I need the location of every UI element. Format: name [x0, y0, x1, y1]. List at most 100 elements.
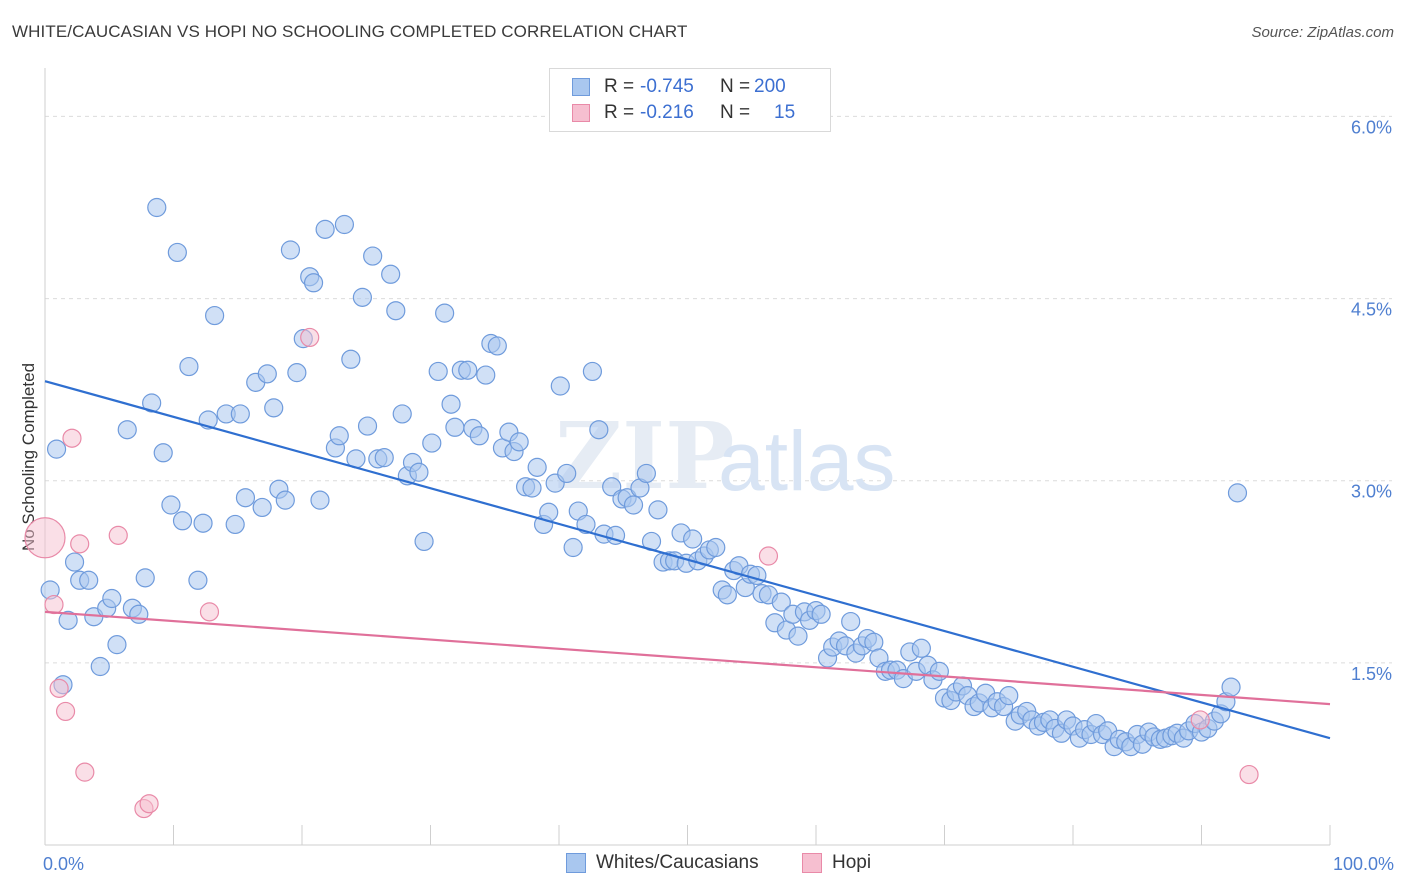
series-whites-points: [40, 197, 1248, 757]
data-point-whites: [999, 686, 1019, 706]
data-point-whites: [527, 457, 547, 477]
data-point-whites: [46, 439, 67, 459]
data-point-whites: [1221, 677, 1241, 697]
data-point-whites: [303, 273, 324, 293]
data-point-hopi: [62, 428, 82, 448]
data-point-whites: [469, 426, 489, 446]
data-point-whites: [329, 426, 349, 446]
legend-row-hopi: R = -0.216 N = 15: [572, 101, 795, 125]
data-point-whites: [414, 531, 434, 552]
legend-swatch-hopi: [572, 104, 590, 122]
data-point-whites: [147, 197, 167, 218]
data-point-hopi: [75, 762, 95, 782]
data-point-whites: [129, 604, 149, 624]
bottom-legend-swatch-hopi: [802, 853, 822, 873]
data-point-whites: [79, 570, 99, 590]
data-point-whites: [386, 301, 406, 321]
data-point-whites: [257, 364, 277, 384]
data-point-whites: [153, 443, 173, 463]
data-point-whites: [648, 500, 668, 520]
data-point-whites: [188, 570, 208, 590]
data-point-whites: [275, 490, 295, 510]
legend-n-value: 15: [774, 102, 796, 123]
x-tick-label: 0.0%: [43, 854, 84, 874]
data-point-whites: [363, 246, 383, 266]
data-point-whites: [788, 626, 808, 646]
legend-r-value: -0.745: [640, 76, 694, 97]
data-point-hopi: [108, 525, 128, 545]
data-point-whites: [841, 611, 861, 632]
bottom-legend-label-hopi: Hopi: [832, 852, 872, 873]
data-point-whites: [315, 219, 335, 239]
x-tick-label: 100.0%: [1333, 854, 1394, 874]
data-point-whites: [550, 376, 570, 396]
data-point-hopi: [199, 602, 220, 622]
watermark-atlas: atlas: [718, 414, 895, 508]
data-point-whites: [623, 495, 644, 515]
data-point-whites: [509, 432, 529, 452]
data-point-whites: [205, 305, 225, 326]
legend-row-whites: R = -0.745 N = 200: [572, 75, 786, 99]
data-point-whites: [341, 349, 361, 369]
data-point-whites: [636, 463, 656, 484]
data-point-hopi: [300, 327, 320, 348]
y-tick-label: 6.0%: [1351, 117, 1392, 137]
y-tick-label: 3.0%: [1351, 482, 1392, 502]
tick-labels: 1.5% 3.0% 4.5% 6.0% 0.0% 100.0%: [43, 117, 1394, 874]
data-point-whites: [193, 513, 213, 533]
data-point-whites: [161, 495, 181, 515]
data-point-whites: [422, 433, 442, 453]
trend-lines: [44, 380, 1331, 740]
data-point-hopi: [24, 517, 66, 559]
legend: R = -0.745 N = 200 R = -0.216 N = 15: [549, 68, 831, 132]
data-point-whites: [409, 462, 429, 482]
bottom-legend-label-whites: Whites/Caucasians: [596, 852, 759, 873]
legend-swatch-whites: [572, 78, 590, 96]
data-point-whites: [476, 365, 496, 385]
data-point-whites: [929, 661, 949, 681]
data-point-whites: [717, 585, 737, 605]
data-point-hopi: [758, 546, 779, 566]
data-point-hopi: [44, 594, 64, 615]
legend-r-value: -0.216: [640, 102, 694, 123]
trend-line-hopi: [44, 610, 1331, 706]
data-point-whites: [582, 361, 603, 382]
data-point-whites: [352, 287, 372, 307]
data-point-whites: [230, 404, 250, 424]
data-point-whites: [264, 398, 284, 418]
bottom-legend-hopi: Hopi: [802, 852, 871, 874]
data-point-whites: [135, 568, 155, 588]
data-point-whites: [458, 360, 478, 380]
series-hopi-points: [24, 327, 1259, 819]
bottom-legend: Whites/Caucasians Hopi: [0, 852, 1406, 878]
data-point-whites: [445, 417, 465, 437]
data-point-whites: [381, 264, 401, 284]
y-axis-label: No Schooling Completed: [19, 363, 38, 551]
data-point-hopi: [55, 701, 76, 722]
data-point-whites: [117, 420, 137, 440]
data-point-whites: [435, 303, 455, 323]
data-point-whites: [589, 420, 609, 440]
data-point-whites: [771, 592, 791, 612]
bottom-legend-swatch-whites: [566, 853, 586, 873]
data-point-whites: [107, 635, 127, 655]
data-point-whites: [287, 363, 307, 383]
data-point-whites: [235, 488, 256, 508]
data-point-whites: [563, 537, 583, 558]
y-tick-label: 1.5%: [1351, 664, 1392, 684]
legend-r-label: R =: [604, 102, 635, 123]
data-point-hopi: [139, 794, 159, 814]
data-point-hopi: [1239, 764, 1259, 785]
data-point-whites: [142, 393, 162, 413]
trend-line-whites: [44, 380, 1331, 740]
legend-n-value: 200: [754, 76, 786, 97]
legend-n-label: N =: [720, 76, 751, 97]
data-point-whites: [102, 588, 122, 609]
grid-lines: [45, 115, 1392, 664]
data-point-whites: [811, 604, 831, 624]
data-point-hopi: [70, 534, 90, 554]
axes: [44, 68, 1331, 846]
legend-n-label: N =: [720, 102, 751, 123]
data-point-hopi: [49, 678, 69, 698]
